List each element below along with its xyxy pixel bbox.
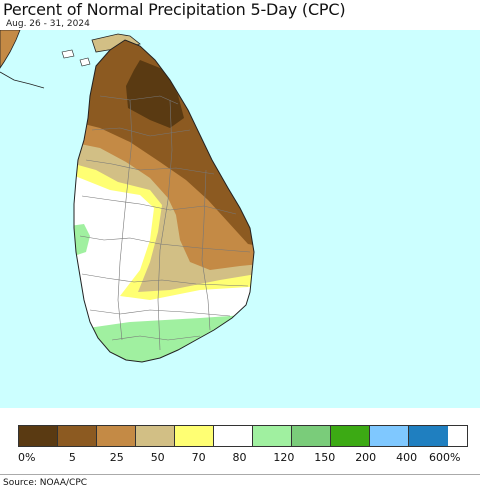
page-title: Percent of Normal Precipitation 5-Day (C… (3, 0, 346, 19)
precipitation-map (0, 29, 480, 408)
legend-label: 25 (109, 451, 124, 464)
legend-swatch (136, 426, 175, 446)
legend-swatch (292, 426, 331, 446)
legend-swatch (370, 426, 409, 446)
legend-label: 0% (18, 451, 36, 464)
legend-swatch (253, 426, 292, 446)
legend-colorbar (18, 425, 468, 447)
date-range: Aug. 26 - 31, 2024 (6, 19, 90, 29)
legend-swatch (58, 426, 97, 446)
legend-swatch (409, 426, 448, 446)
small-island (61, 49, 75, 59)
india-coast-detail (0, 71, 45, 89)
legend-label: 80 (232, 451, 247, 464)
legend-labels: 0% 5 25 50 70 80 120 150 200 400 600% (18, 451, 468, 465)
band-white-south (74, 290, 254, 332)
legend-label: 150 (314, 451, 336, 464)
legend-label: 400 (396, 451, 418, 464)
legend-label: 5 (68, 451, 76, 464)
district-boundaries (79, 95, 251, 351)
legend-label: 600% (429, 451, 461, 464)
band-dark-brown (126, 60, 184, 128)
legend-swatch (19, 426, 58, 446)
legend: 0% 5 25 50 70 80 120 150 200 400 600% (18, 425, 468, 465)
legend-label: 200 (355, 451, 377, 464)
legend-label: 50 (150, 451, 165, 464)
india-landmass (0, 29, 21, 69)
small-island (79, 57, 91, 67)
legend-swatch (175, 426, 214, 446)
legend-swatch (214, 426, 253, 446)
island-outline (73, 39, 255, 363)
legend-label: 120 (273, 451, 295, 464)
source-credit: Source: NOAA/CPC (0, 474, 480, 490)
legend-label: 70 (191, 451, 206, 464)
legend-swatch (331, 426, 370, 446)
legend-swatch (97, 426, 136, 446)
